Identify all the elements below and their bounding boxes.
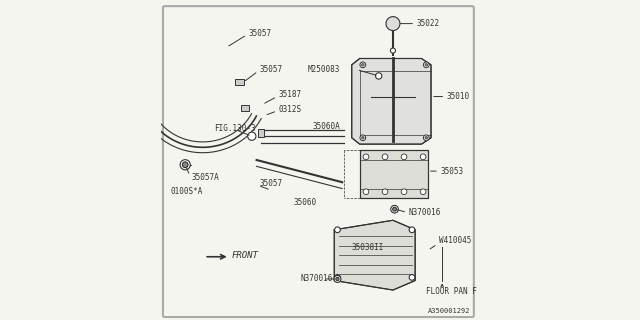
Circle shape	[360, 62, 365, 68]
Text: 35057: 35057	[248, 28, 272, 38]
Circle shape	[182, 162, 188, 168]
Text: 35038II: 35038II	[352, 243, 384, 252]
Circle shape	[390, 48, 396, 53]
Circle shape	[363, 189, 369, 195]
Circle shape	[425, 137, 428, 139]
Text: 35010: 35010	[447, 92, 470, 101]
Circle shape	[409, 227, 415, 233]
Text: FLOOR PAN F: FLOOR PAN F	[426, 287, 477, 296]
Circle shape	[335, 227, 340, 233]
Bar	[235, 79, 244, 85]
Circle shape	[362, 64, 364, 66]
Text: 35057A: 35057A	[191, 173, 220, 182]
Circle shape	[401, 154, 407, 160]
Circle shape	[420, 189, 426, 195]
Text: N370016: N370016	[301, 275, 333, 284]
Polygon shape	[334, 220, 415, 290]
Text: A350001292: A350001292	[428, 308, 470, 314]
Circle shape	[382, 154, 388, 160]
Circle shape	[382, 189, 388, 195]
Text: 35053: 35053	[440, 167, 463, 176]
Text: 35060: 35060	[293, 198, 316, 207]
Text: M250083: M250083	[307, 65, 340, 74]
Text: N370016: N370016	[409, 208, 441, 217]
Circle shape	[335, 275, 340, 280]
Circle shape	[362, 137, 364, 139]
Text: 35187: 35187	[279, 91, 302, 100]
Text: FRONT: FRONT	[231, 251, 258, 260]
Text: 0100S*A: 0100S*A	[170, 187, 203, 196]
Text: 0312S: 0312S	[279, 105, 302, 114]
Circle shape	[424, 62, 429, 68]
Text: 35060A: 35060A	[312, 122, 340, 131]
Circle shape	[409, 275, 415, 280]
Circle shape	[393, 207, 396, 211]
Circle shape	[376, 73, 382, 79]
Text: 35022: 35022	[417, 19, 440, 28]
Circle shape	[401, 189, 407, 195]
Circle shape	[386, 17, 400, 31]
Circle shape	[334, 276, 341, 283]
Text: FIG.130-3: FIG.130-3	[214, 124, 255, 133]
Circle shape	[180, 160, 190, 170]
Circle shape	[424, 135, 429, 141]
Circle shape	[248, 132, 256, 140]
Text: 35057: 35057	[260, 179, 283, 188]
Circle shape	[391, 205, 398, 213]
Bar	[258, 129, 264, 137]
Bar	[241, 105, 250, 110]
Circle shape	[336, 277, 339, 281]
Circle shape	[425, 64, 428, 66]
Circle shape	[420, 154, 426, 160]
Circle shape	[360, 135, 365, 141]
Polygon shape	[352, 59, 431, 144]
Text: W410045: W410045	[439, 236, 471, 245]
Polygon shape	[360, 150, 428, 198]
FancyBboxPatch shape	[163, 6, 474, 317]
Text: 35057: 35057	[260, 65, 283, 74]
Circle shape	[363, 154, 369, 160]
